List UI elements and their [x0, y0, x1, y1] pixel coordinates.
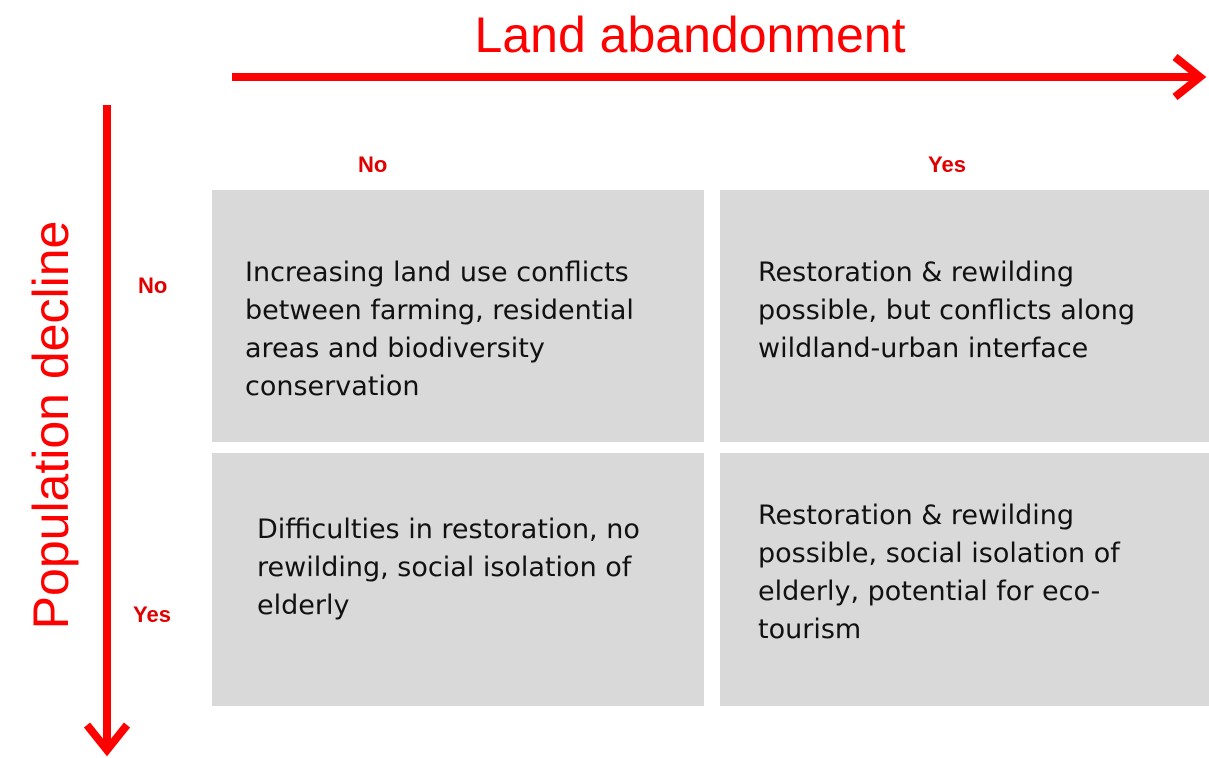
x-arrow-head	[1172, 53, 1207, 101]
cell: Restoration & rewilding possible, but co…	[720, 190, 1209, 442]
col-label: No	[358, 152, 388, 177]
cell: Restoration & rewilding possible, social…	[720, 453, 1209, 706]
row-label: Yes	[133, 602, 171, 627]
x-axis-title: Land abandonment	[475, 7, 906, 63]
cell: Difficulties in restoration, no rewildin…	[212, 453, 704, 706]
y-axis-title: Population decline	[23, 221, 79, 630]
row-label: No	[138, 273, 168, 298]
y-arrow-head	[83, 722, 131, 757]
cell: Increasing land use conflicts between fa…	[212, 190, 704, 442]
col-label: Yes	[928, 152, 966, 177]
